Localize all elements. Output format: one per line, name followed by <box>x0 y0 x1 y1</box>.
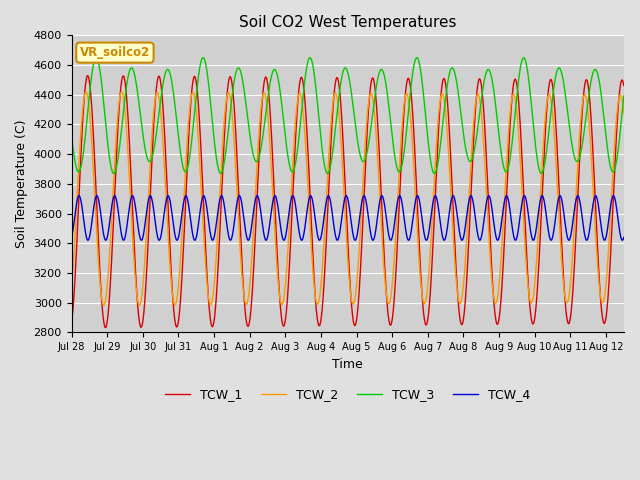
TCW_2 <box>304 177 312 183</box>
TCW_4 <box>68 235 76 240</box>
TCW_3 <box>620 93 628 99</box>
TCW_1 <box>304 142 312 147</box>
TCW_1 <box>131 256 139 262</box>
X-axis label: Time: Time <box>332 358 363 371</box>
TCW_4 <box>164 193 172 199</box>
TCW_3 <box>550 85 557 91</box>
TCW_4 <box>303 205 311 211</box>
TCW_4 <box>156 238 163 243</box>
TCW_1 <box>102 324 109 330</box>
TCW_3 <box>68 133 76 139</box>
TCW_2 <box>280 297 287 302</box>
Title: Soil CO2 West Temperatures: Soil CO2 West Temperatures <box>239 15 456 30</box>
TCW_3 <box>280 117 287 122</box>
TCW_2 <box>68 284 76 290</box>
TCW_3 <box>303 60 311 66</box>
Line: TCW_3: TCW_3 <box>72 58 624 173</box>
TCW_2 <box>100 302 108 308</box>
TCW_2 <box>131 270 139 276</box>
TCW_2 <box>550 125 557 131</box>
TCW_1 <box>280 323 287 329</box>
Text: VR_soilco2: VR_soilco2 <box>80 46 150 59</box>
TCW_4 <box>609 193 617 199</box>
TCW_3 <box>131 72 138 78</box>
Line: TCW_4: TCW_4 <box>72 196 624 240</box>
Legend: TCW_1, TCW_2, TCW_3, TCW_4: TCW_1, TCW_2, TCW_3, TCW_4 <box>160 383 535 406</box>
TCW_1 <box>550 93 557 99</box>
TCW_2 <box>82 89 90 95</box>
Line: TCW_2: TCW_2 <box>72 92 624 305</box>
Y-axis label: Soil Temperature (C): Soil Temperature (C) <box>15 120 28 248</box>
TCW_1 <box>609 196 617 202</box>
TCW_4 <box>280 237 287 243</box>
TCW_1 <box>164 195 172 201</box>
TCW_1 <box>68 319 76 325</box>
TCW_4 <box>467 193 475 199</box>
TCW_3 <box>92 55 100 60</box>
Line: TCW_1: TCW_1 <box>72 75 624 327</box>
TCW_2 <box>609 163 617 169</box>
TCW_4 <box>550 228 557 234</box>
TCW_3 <box>164 67 172 72</box>
TCW_3 <box>538 170 545 176</box>
TCW_4 <box>131 198 138 204</box>
TCW_2 <box>164 225 172 230</box>
TCW_2 <box>620 110 628 116</box>
TCW_1 <box>84 72 92 78</box>
TCW_1 <box>620 83 628 88</box>
TCW_3 <box>609 169 617 175</box>
TCW_4 <box>620 235 628 240</box>
